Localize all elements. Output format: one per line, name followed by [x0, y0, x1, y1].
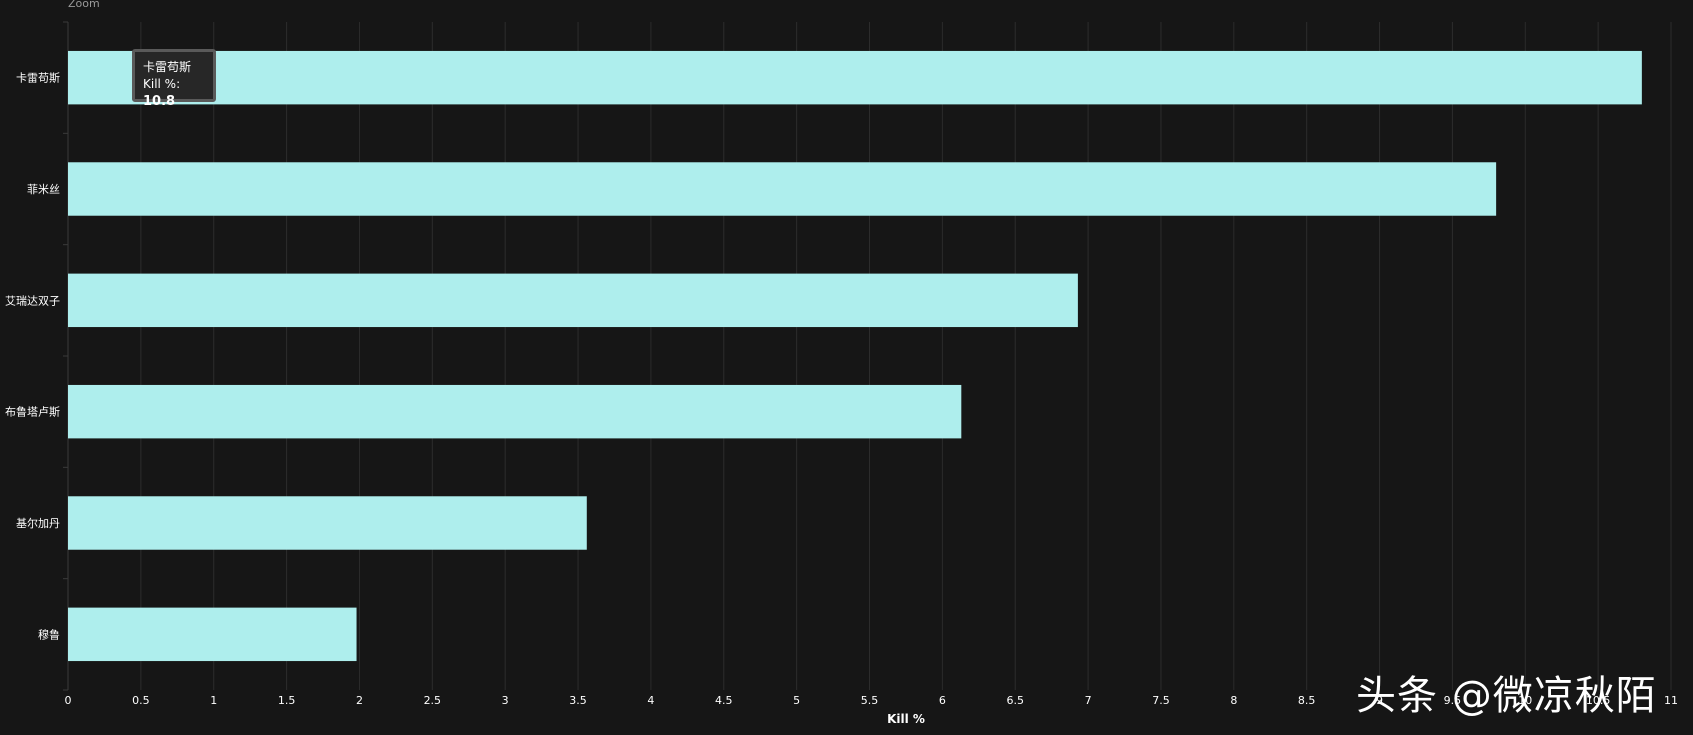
x-tick-label: 1: [210, 694, 217, 707]
y-category-label: 布鲁塔卢斯: [5, 405, 60, 419]
y-category-label: 艾瑞达双子: [5, 293, 60, 307]
y-category-label: 菲米丝: [27, 183, 60, 196]
y-axis-ticks: [63, 21, 68, 691]
x-tick-label: 7.5: [1152, 694, 1170, 707]
tooltip-label: Kill %:: [143, 77, 181, 91]
x-tick-label: 1.5: [278, 694, 296, 707]
zoom-button[interactable]: Zoom: [68, 0, 100, 10]
x-tick-label: 5: [793, 694, 800, 707]
bar-series: [68, 50, 1642, 662]
x-tick-label: 7: [1085, 694, 1092, 707]
bar[interactable]: [68, 496, 587, 550]
y-category-label: 穆鲁: [38, 627, 60, 641]
x-tick-label: 11: [1664, 694, 1678, 707]
x-axis-labels: 0 0.5 1 1.5 2 2.5 3 3.5 4 4.5 5 5.5 6 6.5 7 7.5 8 8.5 9 9.5…: [65, 694, 1679, 707]
x-tick-label: 0.5: [132, 694, 150, 707]
x-tick-label: 8.5: [1298, 694, 1316, 707]
x-tick-label: 10: [1518, 694, 1532, 707]
x-tick-label: 9: [1376, 694, 1383, 707]
tooltip-value-row: Kill %: 10.8: [143, 76, 213, 110]
x-tick-label: 6.5: [1006, 694, 1024, 707]
bar[interactable]: [68, 607, 357, 662]
x-tick-label: 3: [502, 694, 509, 707]
x-axis-title: Kill %: [887, 712, 925, 726]
x-tick-label: 9.5: [1444, 694, 1462, 707]
grid-lines: [67, 22, 1672, 690]
x-tick-label: 4: [647, 694, 654, 707]
x-tick-label: 4.5: [715, 694, 733, 707]
x-tick-label: 8: [1230, 694, 1237, 707]
watermark: 头条 @微凉秋陌: [1356, 673, 1657, 719]
y-category-label: 基尔加丹: [16, 517, 60, 530]
chart-tooltip: 卡雷苟斯 Kill %: 10.8: [132, 49, 216, 109]
bar[interactable]: [68, 162, 1497, 216]
x-tick-label: 5.5: [861, 694, 879, 707]
tooltip-category: 卡雷苟斯: [143, 60, 192, 74]
x-tick-label: 10.5: [1586, 694, 1611, 707]
bar[interactable]: [68, 50, 1642, 105]
x-tick-label: 2: [356, 694, 363, 707]
bar[interactable]: [68, 384, 962, 439]
bar[interactable]: [68, 273, 1078, 328]
x-tick-label: 3.5: [569, 694, 587, 707]
x-tick-label: 6: [939, 694, 946, 707]
x-tick-label: 0: [65, 694, 72, 707]
tooltip-value: 10.8: [143, 94, 176, 109]
x-tick-label: 2.5: [424, 694, 442, 707]
y-category-label: 卡雷苟斯: [16, 71, 60, 85]
